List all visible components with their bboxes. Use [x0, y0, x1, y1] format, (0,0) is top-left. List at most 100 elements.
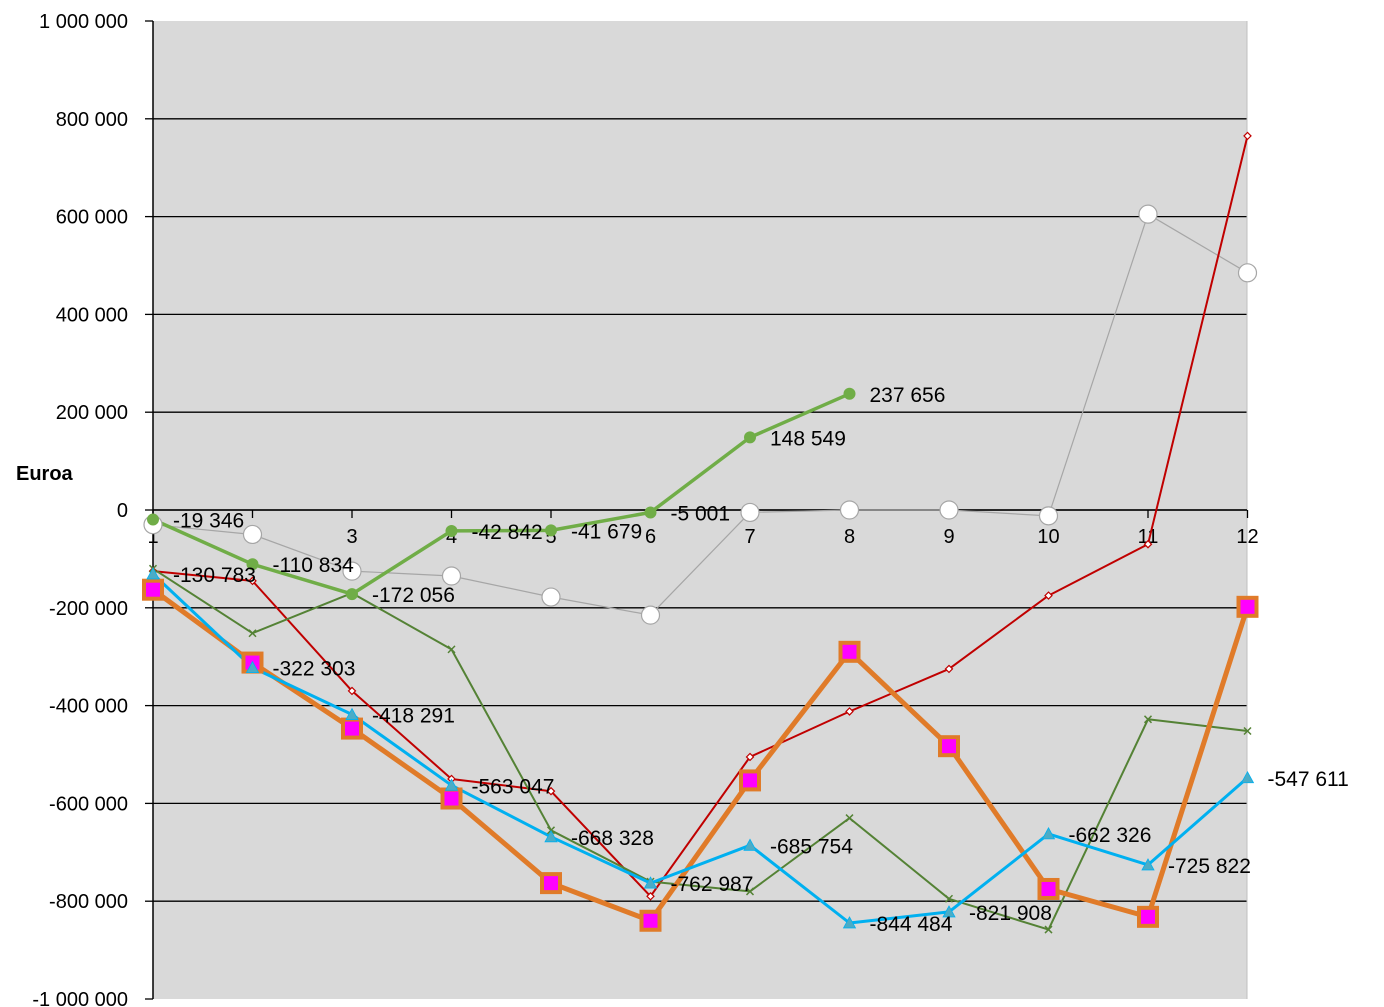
series-marker — [246, 558, 259, 571]
series-marker — [146, 567, 160, 580]
data-label: -5 001 — [671, 502, 731, 525]
series-marker — [346, 588, 358, 601]
data-label: -19 346 — [173, 509, 244, 532]
data-label: 148 549 — [770, 427, 846, 450]
series-marker — [944, 664, 954, 674]
series-marker — [845, 814, 854, 823]
y-tick-label: 0 — [117, 500, 128, 522]
series-marker — [540, 872, 562, 895]
series-marker — [546, 786, 556, 796]
series-lines — [151, 135, 1250, 931]
y-tick-label: 600 000 — [56, 207, 128, 229]
series-marker — [545, 524, 557, 537]
series-line — [151, 587, 1250, 924]
series-marker — [842, 916, 857, 929]
series-marker — [1240, 770, 1255, 784]
series-marker — [745, 887, 755, 896]
data-label: -110 834 — [273, 554, 355, 577]
x-tick-label: 12 — [1236, 526, 1258, 548]
x-tick-label: 10 — [1037, 526, 1059, 548]
series-marker — [147, 513, 159, 526]
data-label: -725 822 — [1168, 855, 1251, 878]
series-marker — [944, 894, 954, 903]
series-marker — [845, 707, 854, 716]
y-tick-label: -800 000 — [49, 891, 128, 913]
series-marker — [544, 829, 558, 843]
series-marker — [740, 502, 760, 523]
y-axis-title: Euroa — [16, 463, 74, 485]
y-tick-label: 400 000 — [56, 304, 128, 326]
series-marker — [942, 905, 956, 918]
series-marker — [345, 707, 359, 720]
x-tick-label: 4 — [446, 526, 457, 548]
series-marker — [646, 891, 655, 901]
series-marker — [1038, 506, 1059, 526]
data-label: -42 842 — [472, 521, 543, 544]
series-marker — [939, 500, 959, 520]
series-line — [151, 572, 1249, 925]
data-label: -685 754 — [770, 835, 853, 858]
data-label: -41 679 — [571, 520, 642, 543]
data-label: -668 328 — [571, 827, 654, 850]
series-marker — [444, 778, 459, 791]
y-tick-label: -1 000 000 — [32, 989, 128, 1007]
x-tick-label: 8 — [844, 526, 855, 548]
series-marker — [1243, 726, 1252, 736]
data-label: -844 484 — [870, 913, 953, 936]
y-tick-label: -600 000 — [49, 793, 128, 815]
series-marker — [248, 629, 257, 638]
series-marker — [541, 587, 561, 607]
y-tick-label: 1 000 000 — [39, 11, 128, 33]
series-marker — [248, 576, 257, 586]
x-tick-label: 9 — [943, 526, 954, 548]
x-tick-label: 3 — [346, 526, 357, 548]
series-marker — [744, 431, 756, 444]
x-tick-label: 6 — [645, 526, 656, 548]
x-tick-labels: 123456789101112 — [147, 526, 1258, 548]
x-tick-label: 11 — [1138, 526, 1159, 548]
data-label: -172 056 — [372, 584, 455, 607]
series-marker — [1141, 858, 1155, 871]
data-label: -322 303 — [273, 658, 356, 681]
series-marker — [743, 838, 757, 851]
y-tick-label: -200 000 — [49, 598, 128, 620]
series-marker — [342, 561, 362, 581]
series-marker — [739, 769, 761, 792]
series-line — [152, 213, 1248, 616]
series-marker — [347, 686, 357, 696]
data-label: -130 783 — [173, 564, 256, 587]
data-label: -563 047 — [472, 775, 555, 798]
data-label: -547 611 — [1268, 768, 1349, 791]
data-label: -418 291 — [372, 705, 455, 728]
series-marker — [745, 752, 755, 762]
series-marker — [1143, 715, 1153, 724]
series-marker — [1138, 204, 1158, 224]
data-label: -662 326 — [1069, 824, 1152, 847]
series-marker — [447, 645, 456, 654]
series-line — [152, 135, 1249, 898]
series-marker — [1237, 263, 1258, 283]
series-marker — [1236, 595, 1259, 618]
series-marker — [1044, 925, 1053, 934]
series-marker — [341, 717, 363, 740]
x-tick-label: 7 — [744, 526, 755, 548]
x-tick-label: 1 — [147, 526, 158, 548]
series-marker — [839, 500, 860, 520]
series-marker — [1041, 827, 1056, 840]
x-tick-label: 5 — [545, 526, 556, 548]
series-markers — [142, 131, 1259, 934]
y-tick-labels: 1 000 000 800 000 600 000 400 000 200 000 0 -2… — [32, 11, 128, 1007]
data-label: -821 908 — [969, 902, 1052, 925]
series-marker — [441, 566, 462, 586]
series-marker — [938, 735, 960, 758]
series-marker — [242, 524, 263, 545]
series-marker — [245, 660, 260, 674]
data-labels: -130 783 -322 303 -418 291 -563 047 -668 328… — [173, 384, 1349, 936]
series-marker — [1243, 131, 1252, 141]
series-line — [152, 392, 851, 596]
series-marker — [639, 909, 662, 932]
series-marker — [1037, 877, 1060, 900]
series-marker — [640, 605, 661, 625]
series-marker — [643, 876, 658, 889]
